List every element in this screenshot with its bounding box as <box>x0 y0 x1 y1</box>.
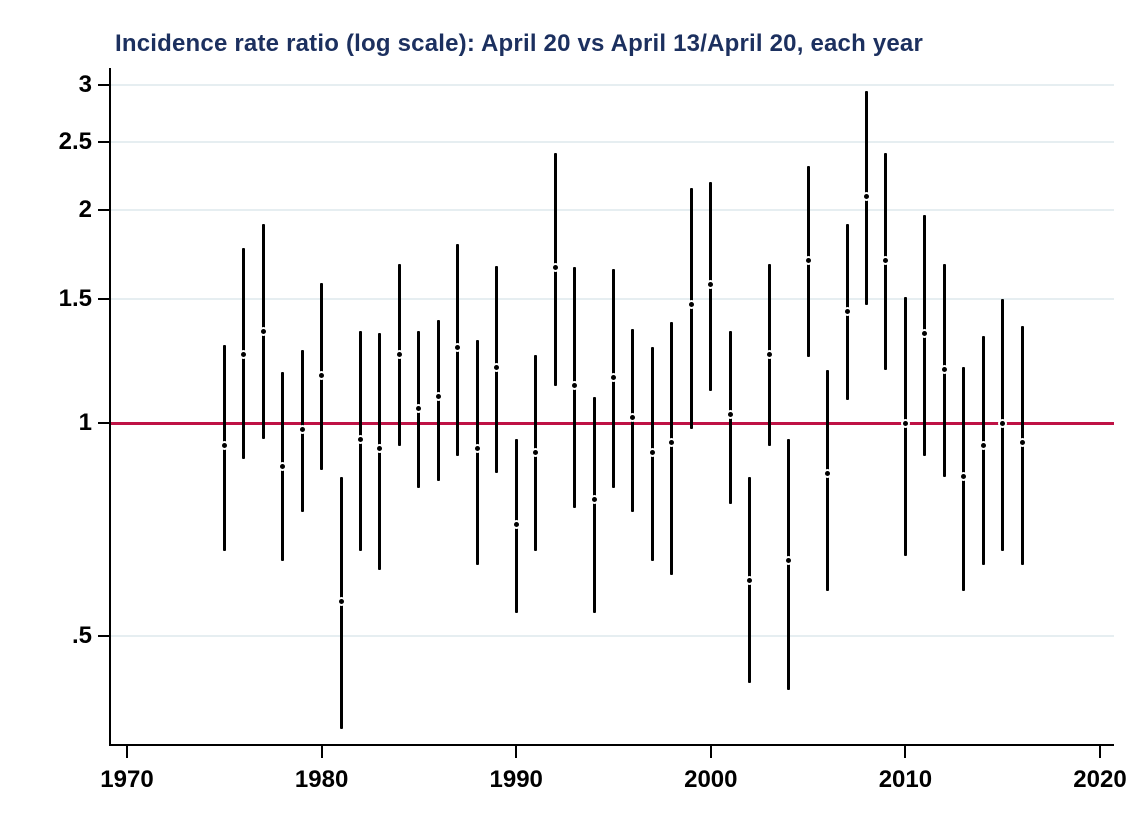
y-gridline <box>111 84 1114 87</box>
point-estimate-1991 <box>531 447 541 457</box>
y-tick-label: .5 <box>71 622 92 650</box>
point-estimate-1990 <box>511 519 521 529</box>
ci-bar-2014 <box>981 335 985 566</box>
x-axis-line <box>109 744 1114 746</box>
x-tick <box>320 746 323 758</box>
y-gridline <box>111 635 1114 638</box>
point-estimate-1994 <box>589 495 599 505</box>
y-tick <box>98 422 109 425</box>
x-tick-label: 1980 <box>294 766 349 793</box>
point-estimate-2012 <box>939 365 949 375</box>
point-estimate-1983 <box>375 444 385 454</box>
point-estimate-2009 <box>881 255 891 265</box>
x-tick <box>126 746 128 758</box>
y-tick <box>98 84 109 87</box>
point-estimate-1988 <box>472 444 482 454</box>
point-estimate-1996 <box>628 412 638 422</box>
x-tick <box>1099 746 1101 758</box>
x-tick <box>904 746 907 758</box>
y-tick <box>98 209 109 212</box>
y-tick-label: 2.5 <box>58 127 92 155</box>
point-estimate-2001 <box>725 409 735 419</box>
y-tick-label: 3 <box>78 71 92 99</box>
x-tick-label: 2010 <box>878 766 933 793</box>
point-estimate-2006 <box>823 468 833 478</box>
point-estimate-2007 <box>842 306 852 316</box>
point-estimate-1979 <box>297 425 307 434</box>
x-tick-label: 2020 <box>1073 766 1127 793</box>
y-axis-line <box>109 68 111 746</box>
ci-bar-1998 <box>670 322 674 576</box>
x-tick-label: 1970 <box>100 766 154 793</box>
point-estimate-1999 <box>686 300 696 310</box>
point-estimate-1981 <box>336 597 346 607</box>
point-estimate-2015 <box>998 418 1008 428</box>
point-estimate-1985 <box>414 403 424 413</box>
point-estimate-2003 <box>764 350 774 360</box>
point-estimate-1989 <box>492 362 502 372</box>
x-tick <box>709 746 712 758</box>
x-tick-label: 2000 <box>684 766 738 793</box>
point-estimate-2014 <box>978 441 988 451</box>
point-estimate-1984 <box>394 350 404 360</box>
x-tick-label: 1990 <box>489 766 543 793</box>
point-estimate-2005 <box>803 255 813 265</box>
point-estimate-1995 <box>609 373 618 383</box>
point-estimate-1978 <box>278 461 288 471</box>
y-tick-label: 2 <box>78 196 92 224</box>
y-tick-label: 1 <box>78 409 92 437</box>
point-estimate-2004 <box>784 556 794 566</box>
y-tick <box>98 297 109 300</box>
point-estimate-2013 <box>959 472 969 482</box>
point-estimate-2000 <box>706 280 716 290</box>
y-tick <box>98 140 109 143</box>
y-tick-label: 1.5 <box>58 284 92 312</box>
point-estimate-1977 <box>258 326 268 336</box>
point-estimate-1998 <box>667 437 677 447</box>
y-gridline <box>111 209 1114 212</box>
point-estimate-1982 <box>356 434 366 444</box>
point-estimate-2008 <box>861 192 871 202</box>
chart-title: Incidence rate ratio (log scale): April … <box>115 30 924 57</box>
point-estimate-1980 <box>317 370 327 380</box>
x-tick <box>515 746 518 758</box>
point-estimate-1987 <box>453 342 463 352</box>
ci-bar-1994 <box>592 396 596 613</box>
point-estimate-1993 <box>570 381 580 391</box>
ci-bar-2006 <box>826 369 830 591</box>
point-estimate-1992 <box>550 262 560 272</box>
point-estimate-1986 <box>433 392 443 402</box>
point-estimate-1975 <box>219 441 229 451</box>
point-estimate-1976 <box>239 350 249 360</box>
point-estimate-2002 <box>745 575 755 585</box>
y-gridline <box>111 140 1114 143</box>
point-estimate-2010 <box>900 418 910 428</box>
y-tick <box>98 635 109 638</box>
point-estimate-2011 <box>920 328 930 338</box>
point-estimate-2016 <box>1017 437 1027 447</box>
point-estimate-1997 <box>647 447 657 457</box>
